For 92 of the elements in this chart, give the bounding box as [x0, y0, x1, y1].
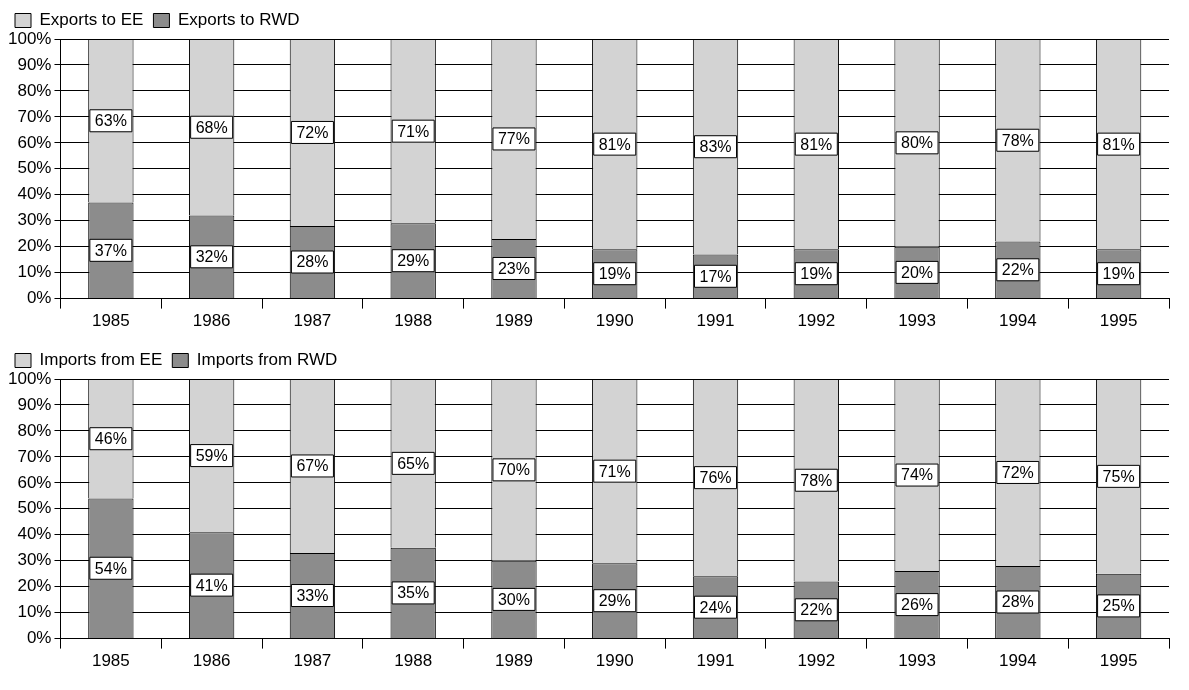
y-tick-label: 40%	[17, 524, 52, 544]
x-tick-label: 1995	[1099, 311, 1138, 331]
y-tick-label: 30%	[17, 210, 52, 230]
data-label: 26%	[901, 596, 934, 614]
data-label: 41%	[195, 576, 228, 594]
x-tick-label: 1987	[293, 311, 332, 331]
y-tick-label: 50%	[17, 158, 52, 178]
y-tick-label: 100%	[8, 368, 52, 388]
data-label: 63%	[94, 112, 127, 130]
legend-label: Imports from EE	[39, 350, 163, 370]
x-tick-label: 1994	[998, 311, 1037, 331]
x-tick-label: 1987	[293, 651, 332, 671]
data-label: 83%	[699, 138, 732, 156]
data-label: 23%	[497, 259, 530, 277]
data-label: 78%	[800, 471, 833, 489]
x-tick-label: 1992	[797, 651, 836, 671]
data-label: 70%	[497, 461, 530, 479]
data-label: 72%	[1001, 463, 1034, 481]
legend-label: Exports to RWD	[177, 10, 300, 30]
data-label: 22%	[800, 601, 833, 619]
x-tick-label: 1986	[192, 651, 231, 671]
data-label: 54%	[94, 559, 127, 577]
data-label: 20%	[901, 263, 934, 281]
x-tick-label: 1993	[898, 651, 936, 671]
y-tick-label: 70%	[17, 106, 52, 126]
x-tick-label: 1991	[696, 651, 735, 671]
x-tick-label: 1992	[797, 311, 836, 331]
y-tick-label: 90%	[17, 54, 52, 74]
data-label: 33%	[296, 586, 329, 604]
data-label: 24%	[699, 598, 732, 616]
x-tick-label: 1989	[495, 651, 533, 671]
data-label: 71%	[397, 122, 430, 140]
y-tick-label: 60%	[17, 132, 52, 152]
data-label: 29%	[598, 592, 631, 610]
data-label: 75%	[1102, 467, 1135, 485]
x-tick-label: 1990	[595, 651, 634, 671]
data-label: 17%	[699, 267, 732, 285]
y-tick-label: 40%	[17, 184, 52, 204]
x-tick-label: 1990	[595, 311, 634, 331]
y-tick-label: 50%	[17, 498, 52, 518]
data-label: 71%	[598, 462, 631, 480]
data-label: 68%	[195, 118, 228, 136]
x-tick-label: 1988	[394, 311, 433, 331]
data-label: 72%	[296, 123, 329, 141]
y-tick-label: 20%	[17, 236, 52, 256]
data-label: 19%	[1102, 265, 1135, 283]
y-tick-label: 80%	[17, 420, 52, 440]
legend-label: Imports from RWD	[196, 350, 338, 370]
x-tick-label: 1989	[495, 311, 533, 331]
data-label: 19%	[800, 265, 833, 283]
y-tick-label: 70%	[17, 446, 52, 466]
y-tick-label: 30%	[17, 550, 52, 570]
data-label: 81%	[1102, 135, 1135, 153]
data-label: 65%	[397, 454, 430, 472]
data-label: 67%	[296, 457, 329, 475]
y-tick-label: 60%	[17, 472, 52, 492]
x-tick-label: 1995	[1099, 651, 1138, 671]
data-label: 32%	[195, 248, 228, 266]
data-label: 81%	[800, 135, 833, 153]
data-label: 30%	[497, 590, 530, 608]
y-tick-label: 80%	[17, 80, 52, 100]
data-label: 37%	[94, 241, 127, 259]
data-label: 81%	[598, 135, 631, 153]
data-label: 74%	[901, 466, 934, 484]
y-tick-label: 20%	[17, 576, 52, 596]
data-label: 80%	[901, 134, 934, 152]
data-label: 28%	[1001, 593, 1034, 611]
y-tick-label: 10%	[17, 602, 52, 622]
y-tick-label: 0%	[26, 628, 52, 648]
data-label: 46%	[94, 430, 127, 448]
y-tick-label: 10%	[17, 262, 52, 282]
data-label: 22%	[1001, 261, 1034, 279]
data-label: 28%	[296, 253, 329, 271]
x-tick-label: 1988	[394, 651, 433, 671]
x-tick-label: 1985	[91, 311, 130, 331]
x-tick-label: 1986	[192, 311, 231, 331]
data-label: 77%	[497, 130, 530, 148]
x-tick-label: 1985	[91, 651, 130, 671]
y-tick-label: 100%	[8, 28, 52, 48]
data-label: 59%	[195, 446, 228, 464]
x-tick-label: 1993	[898, 311, 936, 331]
data-label: 25%	[1102, 597, 1135, 615]
data-label: 78%	[1001, 131, 1034, 149]
y-tick-label: 90%	[17, 394, 52, 414]
x-tick-label: 1994	[998, 651, 1037, 671]
y-tick-label: 0%	[26, 288, 52, 308]
data-label: 76%	[699, 469, 732, 487]
data-label: 35%	[397, 584, 430, 602]
data-label: 29%	[397, 252, 430, 270]
legend-label: Exports to EE	[39, 10, 144, 30]
data-label: 19%	[598, 265, 631, 283]
x-tick-label: 1991	[696, 311, 735, 331]
